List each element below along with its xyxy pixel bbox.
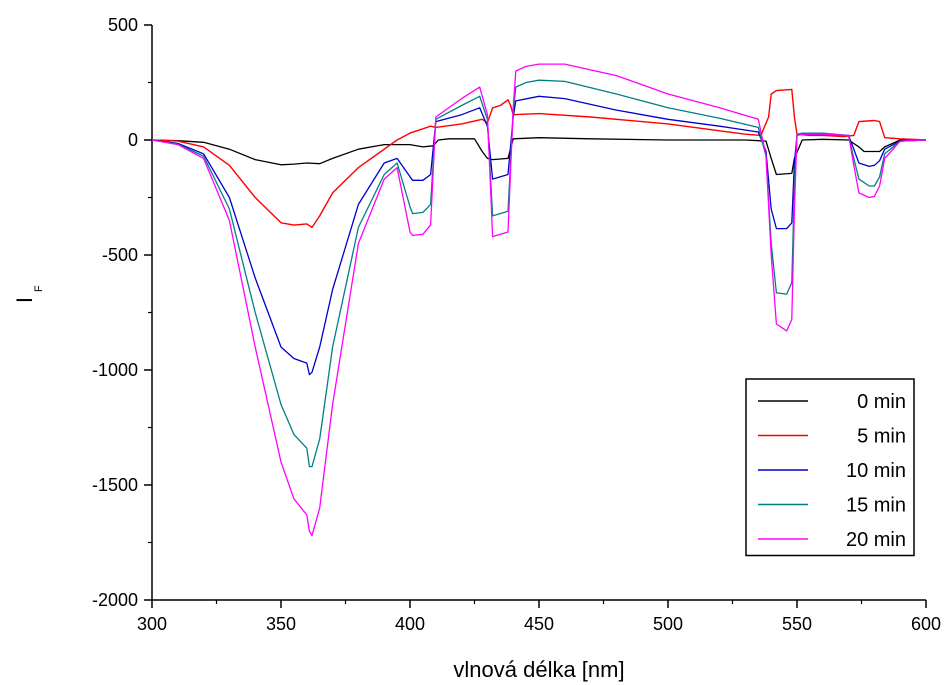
series-line-0-min xyxy=(151,137,926,176)
y-axis-title: I F xyxy=(12,285,45,303)
y-axis-title-main: I xyxy=(12,297,37,303)
legend-label: 15 min xyxy=(846,495,906,517)
y-axis-title-subscript: F xyxy=(33,285,45,292)
y-tick-label: -2000 xyxy=(92,590,138,610)
y-tick-label: 0 xyxy=(128,130,138,150)
y-tick-label: -1000 xyxy=(92,360,138,380)
y-tick-label: 500 xyxy=(108,15,138,35)
x-tick-label: 600 xyxy=(911,614,941,634)
x-tick-label: 300 xyxy=(137,614,167,634)
legend-label: 20 min xyxy=(846,529,906,551)
legend-box xyxy=(745,378,915,557)
legend-label: 10 min xyxy=(846,460,906,482)
x-tick-label: 450 xyxy=(524,614,554,634)
series-line-20-min xyxy=(151,63,927,537)
y-tick-label: -500 xyxy=(102,245,138,265)
x-axis-title: vlnová délka [nm] xyxy=(453,657,624,682)
legend-label: 5 min xyxy=(857,426,906,448)
ticks-layer: 300 350 400 450 500 550 600 500 0 -500 -1000 -1500 -… xyxy=(92,15,941,634)
y-tick-label: -1500 xyxy=(92,475,138,495)
legend-label: 0 min xyxy=(857,391,906,413)
x-tick-label: 500 xyxy=(653,614,683,634)
series-line-5-min xyxy=(151,88,927,229)
x-tick-label: 550 xyxy=(782,614,812,634)
x-tick-label: 400 xyxy=(395,614,425,634)
legend: 0 min 5 min 10 min 15 min 20 min xyxy=(745,378,915,557)
series-layer xyxy=(151,63,927,537)
x-tick-label: 350 xyxy=(266,614,296,634)
